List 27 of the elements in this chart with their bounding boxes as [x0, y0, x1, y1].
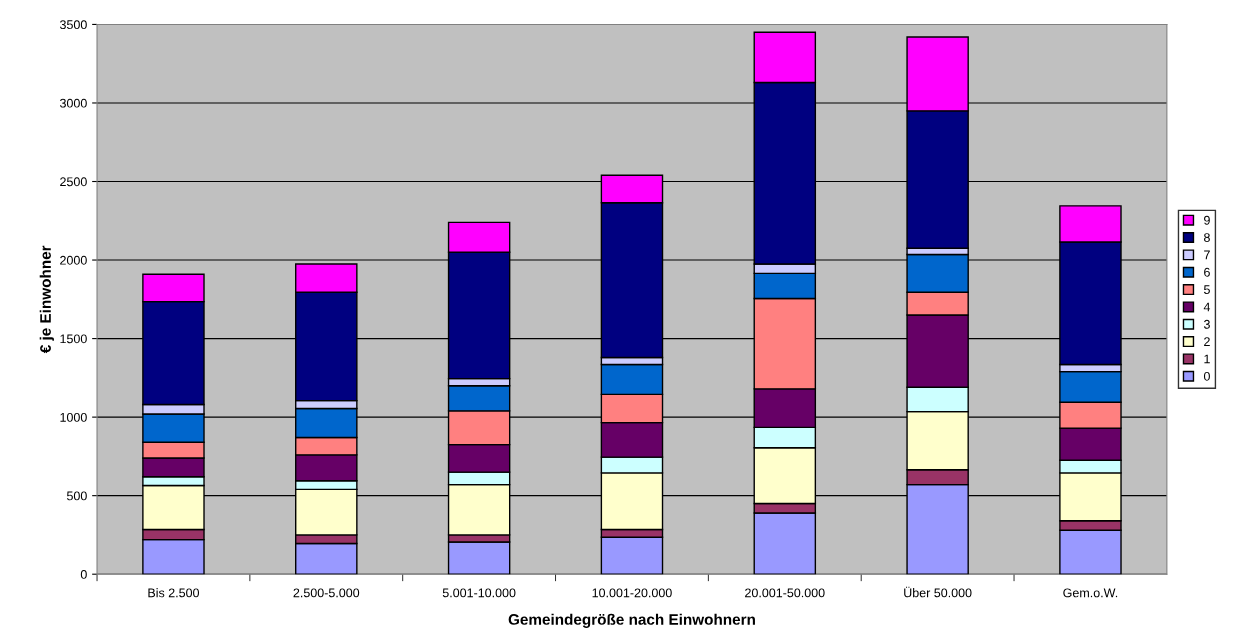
y-tick-label: 1000	[60, 412, 87, 422]
y-tick-label: 1500	[60, 334, 87, 344]
x-tick-label: Über 50.000	[904, 586, 972, 598]
y-tick-label: 2000	[60, 255, 87, 265]
legend-label: 9	[1204, 215, 1210, 225]
y-tick-label: 500	[66, 491, 87, 501]
legend-label: 7	[1204, 250, 1210, 260]
legend-label: 3	[1203, 319, 1210, 329]
x-tick-label: Bis 2.500	[148, 588, 200, 598]
y-tick-label: 2500	[60, 177, 87, 187]
legend-label: 2	[1204, 337, 1210, 346]
y-tick-label: 3500	[59, 20, 87, 30]
x-tick-label: Gem.o.W.	[1063, 588, 1118, 598]
legend-label: 6	[1204, 267, 1210, 277]
y-axis-title: € je Einwohner	[39, 245, 54, 354]
x-tick-label: 2.500-5.000	[293, 588, 360, 598]
legend-label: 5	[1203, 285, 1210, 295]
x-axis-title: Gemeindegröße nach Einwohnern	[508, 613, 755, 628]
x-tick-label: 5.001-10.000	[442, 588, 516, 598]
y-tick-label: 3000	[59, 98, 87, 108]
x-tick-label: 10.001-20.000	[592, 588, 672, 598]
legend-label: 4	[1203, 302, 1211, 312]
y-tick-label: 0	[80, 570, 87, 579]
x-tick-label: 20.001-50.000	[745, 588, 825, 598]
legend-label: 1	[1204, 354, 1210, 364]
legend-label: 0	[1203, 371, 1210, 381]
legend-label: 8	[1204, 233, 1210, 242]
